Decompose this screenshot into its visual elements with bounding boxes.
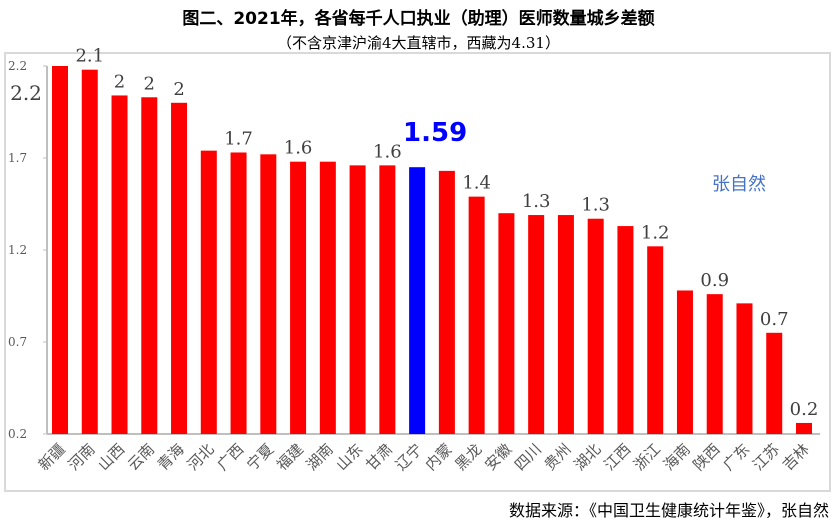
x-tick-label: 浙江 [630,440,664,474]
x-tick-label: 四川 [511,440,545,474]
data-label: 2.1 [75,46,104,67]
x-tick-label: 山东 [332,440,366,474]
x-tick-label: 河南 [65,440,99,474]
y-tick-label: 0.2 [8,427,27,441]
data-label: 2 [173,79,184,100]
bar-四川 [528,215,545,434]
x-tick-label: 江苏 [749,440,783,474]
bar-浙江 [647,246,664,434]
bar-辽宁 [409,167,426,434]
x-tick-label: 黑龙 [452,440,486,474]
x-tick-label: 陕西 [690,440,724,474]
data-label: 2 [144,73,155,94]
x-tick-label: 广西 [213,440,247,474]
bar-贵州 [557,215,574,434]
data-label: 2.2 [10,81,42,105]
x-tick-label: 山西 [94,440,128,474]
x-tick-label: 宁夏 [243,440,277,474]
chart-title: 图二、2021年，各省每千人口执业（助理）医师数量城乡差额 [182,9,655,29]
bar-青海 [171,102,188,435]
bar-江西 [617,226,634,434]
bar-山东 [349,165,366,435]
x-tick-label: 湖北 [571,440,605,474]
bar-湖北 [587,218,604,434]
bar-福建 [290,161,307,434]
bar-新疆 [52,66,68,434]
data-label: 0.7 [760,309,789,330]
x-tick-label: 贵州 [541,440,575,474]
source-note: 数据来源：《中国卫生健康统计年鉴》，张自然 [508,501,829,520]
bar-安徽 [498,213,515,434]
bar-广西 [230,152,247,435]
bar-山西 [111,95,128,434]
bar-河北 [200,150,217,434]
x-tick-label: 吉林 [779,440,813,474]
x-tick-label: 广东 [719,440,753,474]
data-label: 1.59 [403,118,467,148]
bar-云南 [141,97,158,434]
bar-黑龙 [468,196,485,434]
data-label: 0.2 [790,399,819,420]
x-tick-label: 湖南 [303,440,337,474]
data-label: 1.3 [581,195,610,216]
data-label: 1.3 [522,191,551,212]
x-tick-label: 青海 [154,440,188,474]
bar-陕西 [706,294,723,434]
data-label: 1.6 [373,141,402,162]
x-tick-label: 海南 [660,440,694,474]
bar-甘肃 [379,165,396,435]
data-label: 1.7 [224,128,253,149]
chart-frame [4,52,831,492]
x-tick-label: 江西 [600,440,634,474]
x-tick-label: 新疆 [35,440,69,474]
x-tick-label: 甘肃 [362,440,396,474]
x-tick-label: 内蒙 [422,440,456,474]
bar-河南 [81,69,98,435]
data-label: 1.2 [641,222,670,243]
x-tick-label: 云南 [124,440,158,474]
bar-吉林 [796,422,812,434]
x-tick-label: 福建 [273,440,307,474]
y-tick-label: 0.7 [8,335,27,349]
watermark: 张自然 [712,174,766,195]
bar-广东 [736,303,753,434]
data-label: 2 [114,71,125,92]
data-label: 1.4 [462,173,491,194]
data-label: 1.6 [284,138,313,159]
bar-宁夏 [260,154,277,434]
bar-海南 [676,290,693,434]
bar-湖南 [319,161,336,434]
x-tick-label: 安徽 [481,440,515,474]
y-tick-label: 1.2 [8,243,27,257]
bar-内蒙 [438,170,455,434]
x-tick-label: 辽宁 [392,440,426,474]
bar-江苏 [766,332,783,434]
x-tick-label: 河北 [184,440,218,474]
chart-subtitle: （不含京津沪渝4大直辖市，西藏为4.31） [277,34,560,52]
data-label: 0.9 [700,270,729,291]
y-tick-label: 2.2 [8,59,27,73]
y-tick-label: 1.7 [8,151,27,165]
